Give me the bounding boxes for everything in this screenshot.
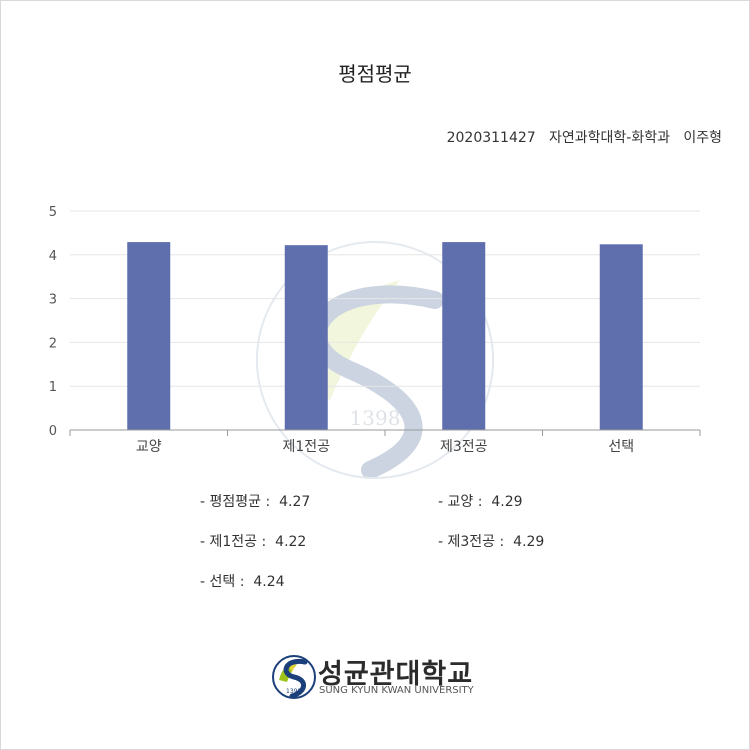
x-tick-label: 제3전공 <box>440 439 488 455</box>
x-tick-label: 교양 <box>136 439 162 455</box>
summary-value: 4.27 <box>279 494 311 510</box>
y-axis-tick-labels: 0 1 2 3 4 5 <box>49 205 57 439</box>
summary-major1: - 제1전공 : 4.22 <box>200 534 307 550</box>
summary-overall: - 평점평균 : 4.27 <box>200 494 311 510</box>
summary-value: 4.24 <box>253 574 285 590</box>
summary-elective: - 선택 : 4.24 <box>200 574 285 590</box>
bar <box>284 245 328 430</box>
x-tick-label: 제1전공 <box>282 439 330 455</box>
summary-value: 4.22 <box>275 534 307 550</box>
seal-year: 1398 <box>286 688 301 695</box>
bar <box>442 242 486 430</box>
student-info: 2020311427 자연과학대학-화학과 이주형 <box>446 130 722 146</box>
y-tick-label: 3 <box>49 293 57 308</box>
y-tick-label: 1 <box>49 380 57 395</box>
x-axis-ticks <box>69 430 701 436</box>
summary-value: 4.29 <box>513 534 545 550</box>
y-tick-label: 2 <box>49 336 57 351</box>
university-seal-icon: 1398 <box>272 655 316 699</box>
y-tick-label: 4 <box>49 249 57 264</box>
summary-label: 교양 <box>447 494 474 510</box>
summary-general: - 교양 : 4.29 <box>438 494 523 510</box>
logo-korean-name: 성균관대학교 <box>318 659 474 690</box>
bar <box>599 244 643 430</box>
y-tick-label: 5 <box>49 205 57 220</box>
summary-label: 선택 <box>209 574 236 590</box>
logo-english-name: SUNG KYUN KWAN UNIVERSITY <box>319 685 474 696</box>
page-title: 평점평균 <box>338 62 412 86</box>
y-gridlines <box>70 210 700 387</box>
y-tick-label: 0 <box>49 424 57 439</box>
summary-value: 4.29 <box>491 494 523 510</box>
x-axis-tick-labels: 교양 제1전공 제3전공 선택 <box>136 439 634 455</box>
summary-label: 평점평균 <box>209 494 262 510</box>
summary-major3: - 제3전공 : 4.29 <box>438 534 545 550</box>
bar <box>127 242 171 430</box>
university-logo: 1398 성균관대학교 SUNG KYUN KWAN UNIVERSITY <box>270 650 500 706</box>
summary-label: 제3전공 <box>447 534 496 550</box>
summary-label: 제1전공 <box>209 534 258 550</box>
bars <box>127 242 643 430</box>
x-tick-label: 선택 <box>608 439 634 455</box>
svg-text:1398: 1398 <box>350 406 401 430</box>
